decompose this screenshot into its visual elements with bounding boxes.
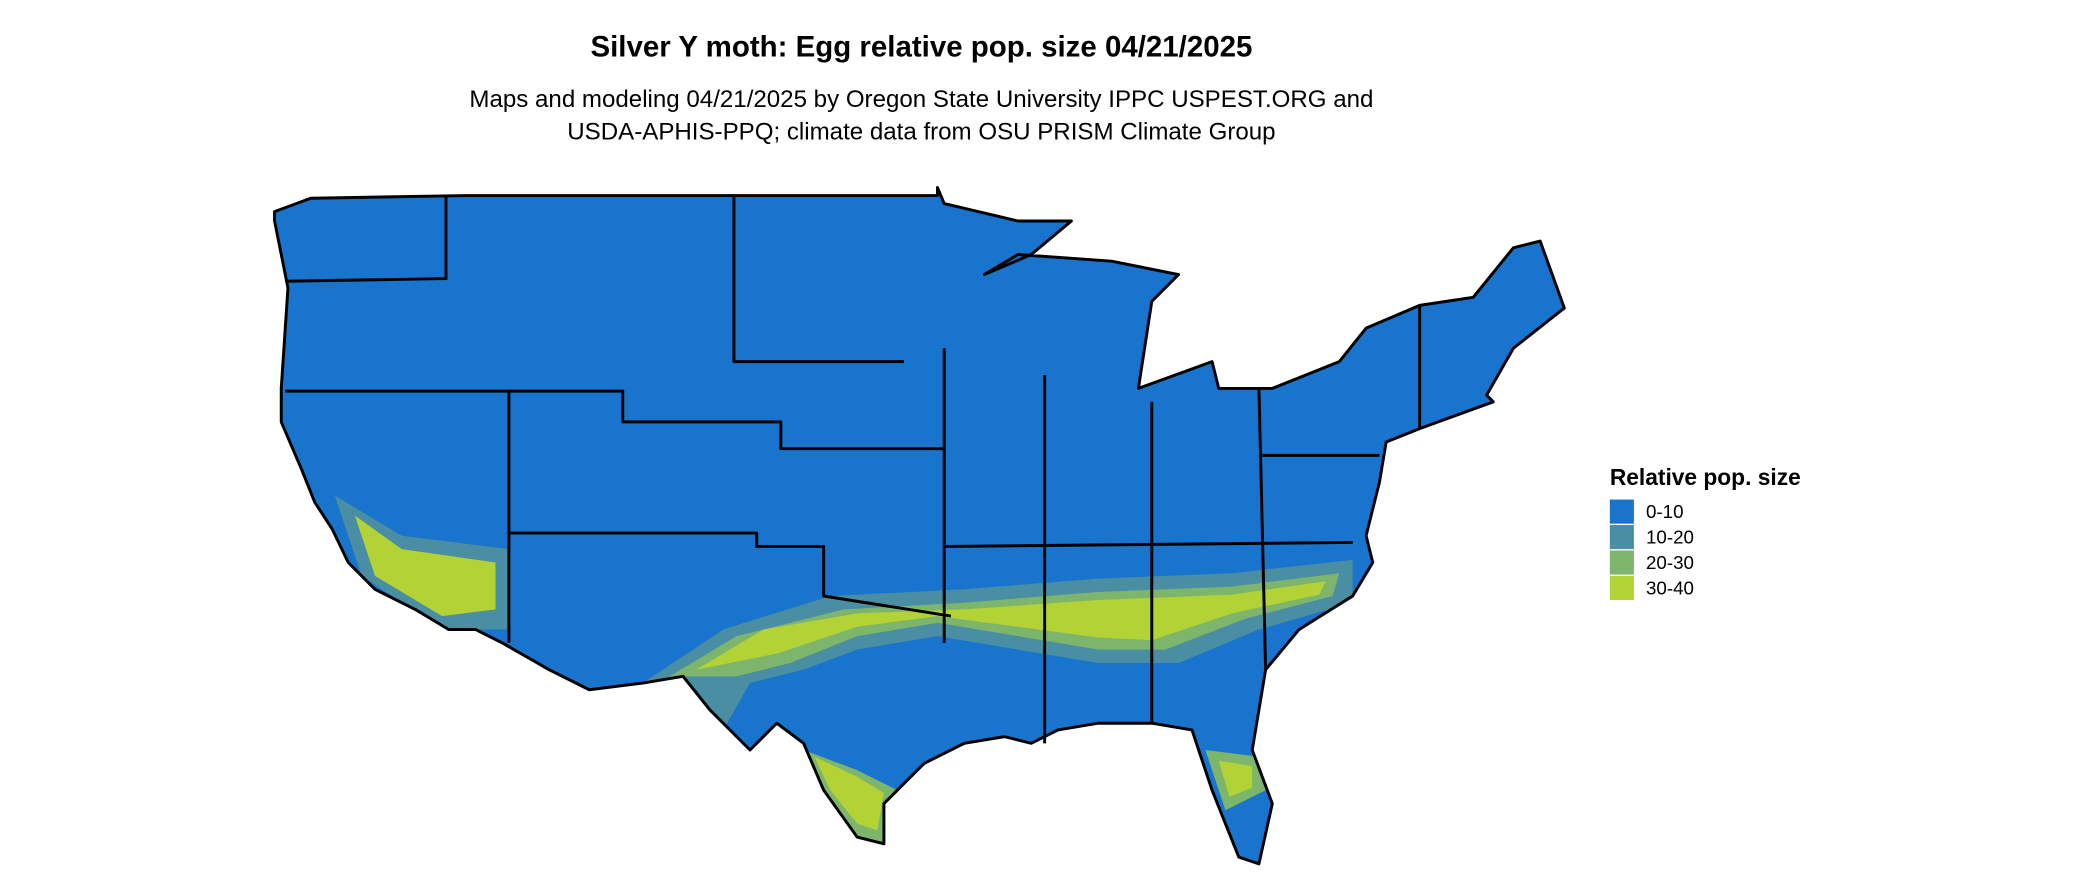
subtitle-line: Maps and modeling 04/21/2025 by Oregon S… [469, 86, 1373, 113]
legend-label: 10-20 [1646, 526, 1694, 547]
map-title: Silver Y moth: Egg relative pop. size 04… [590, 30, 1252, 63]
pop-zones [334, 495, 1353, 844]
state-borders [285, 195, 1422, 744]
border [732, 195, 905, 364]
legend-label: 20-30 [1646, 552, 1694, 573]
subtitle-line: USDA-APHIS-PPQ; climate data from OSU PR… [567, 118, 1275, 145]
zone [696, 581, 1326, 670]
legend-swatch [1609, 499, 1634, 524]
land-area [274, 187, 1565, 864]
zone [1218, 760, 1253, 797]
legend-swatch [1609, 575, 1634, 601]
border [508, 531, 952, 618]
border [1257, 388, 1268, 670]
legend-title: Relative pop. size [1610, 464, 1801, 490]
legend-label: 30-40 [1646, 577, 1694, 598]
legend: 0-10 10-20 20-30 30-40 [1609, 499, 1694, 601]
zone [814, 756, 884, 831]
zone [354, 515, 496, 617]
border [285, 389, 945, 451]
us-map [273, 186, 1566, 866]
legend-label: 0-10 [1646, 501, 1684, 522]
border [944, 540, 1353, 548]
legend-swatch [1609, 550, 1634, 575]
legend-swatch [1609, 525, 1634, 550]
border [285, 195, 448, 283]
